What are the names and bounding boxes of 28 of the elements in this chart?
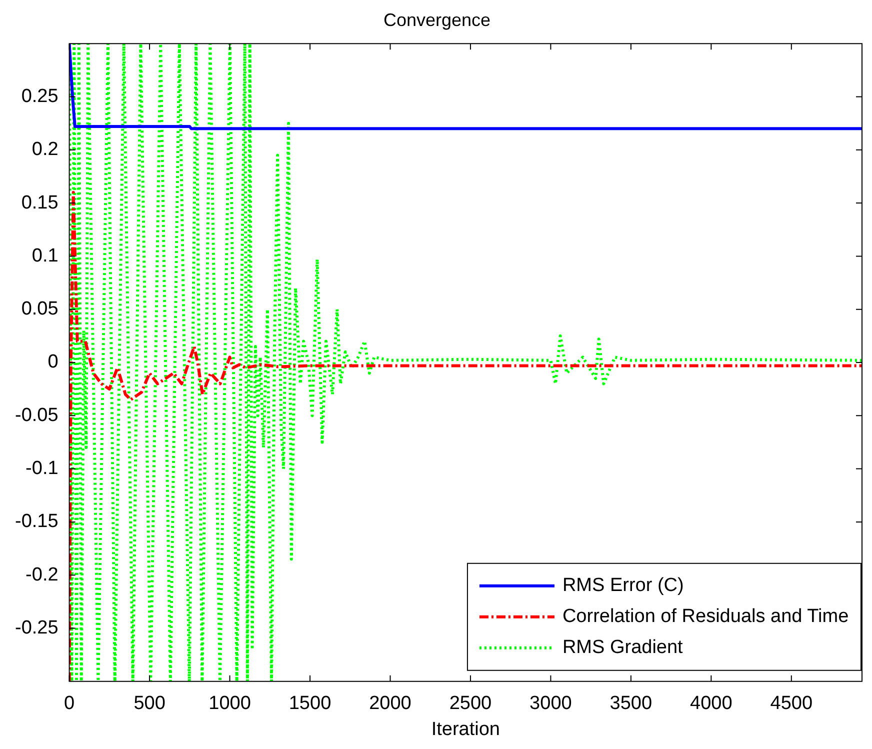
y-tick-label: 0.2 bbox=[32, 139, 58, 160]
y-tick-label: -0.2 bbox=[26, 564, 58, 586]
y-tick-label: 0 bbox=[48, 352, 58, 373]
y-tick-label: 0.1 bbox=[32, 245, 58, 266]
x-tick-label: 4500 bbox=[770, 693, 813, 714]
y-tick-label: -0.25 bbox=[14, 617, 58, 638]
x-tick-label: 4000 bbox=[690, 693, 732, 714]
y-tick-label: -0.15 bbox=[14, 511, 58, 532]
x-tick-label: 1000 bbox=[208, 693, 251, 714]
line-series bbox=[69, 44, 862, 682]
x-tick-label: 3000 bbox=[530, 693, 572, 714]
x-axis-title: Iteration bbox=[431, 718, 500, 740]
legend-label: RMS Gradient bbox=[562, 637, 684, 658]
y-tick-label: 0.25 bbox=[21, 86, 58, 107]
x-tick-label: 0 bbox=[64, 693, 75, 714]
chart-title: Convergence bbox=[383, 10, 491, 30]
y-tick-label: -0.05 bbox=[14, 404, 58, 426]
x-tick-label: 2000 bbox=[369, 693, 412, 714]
x-tick-label: 3500 bbox=[610, 693, 652, 714]
legend-label: Correlation of Residuals and Time bbox=[562, 606, 849, 628]
y-tick-label: 0.15 bbox=[21, 192, 58, 214]
line-series bbox=[69, 190, 862, 682]
y-tick-label: 0.05 bbox=[21, 298, 58, 320]
y-tick-label: -0.1 bbox=[26, 458, 58, 480]
x-tick-label: 500 bbox=[134, 693, 166, 714]
x-tick-label: 2500 bbox=[449, 693, 492, 714]
x-tick-label: 1500 bbox=[288, 693, 332, 714]
legend-label: RMS Error (C) bbox=[562, 575, 684, 596]
